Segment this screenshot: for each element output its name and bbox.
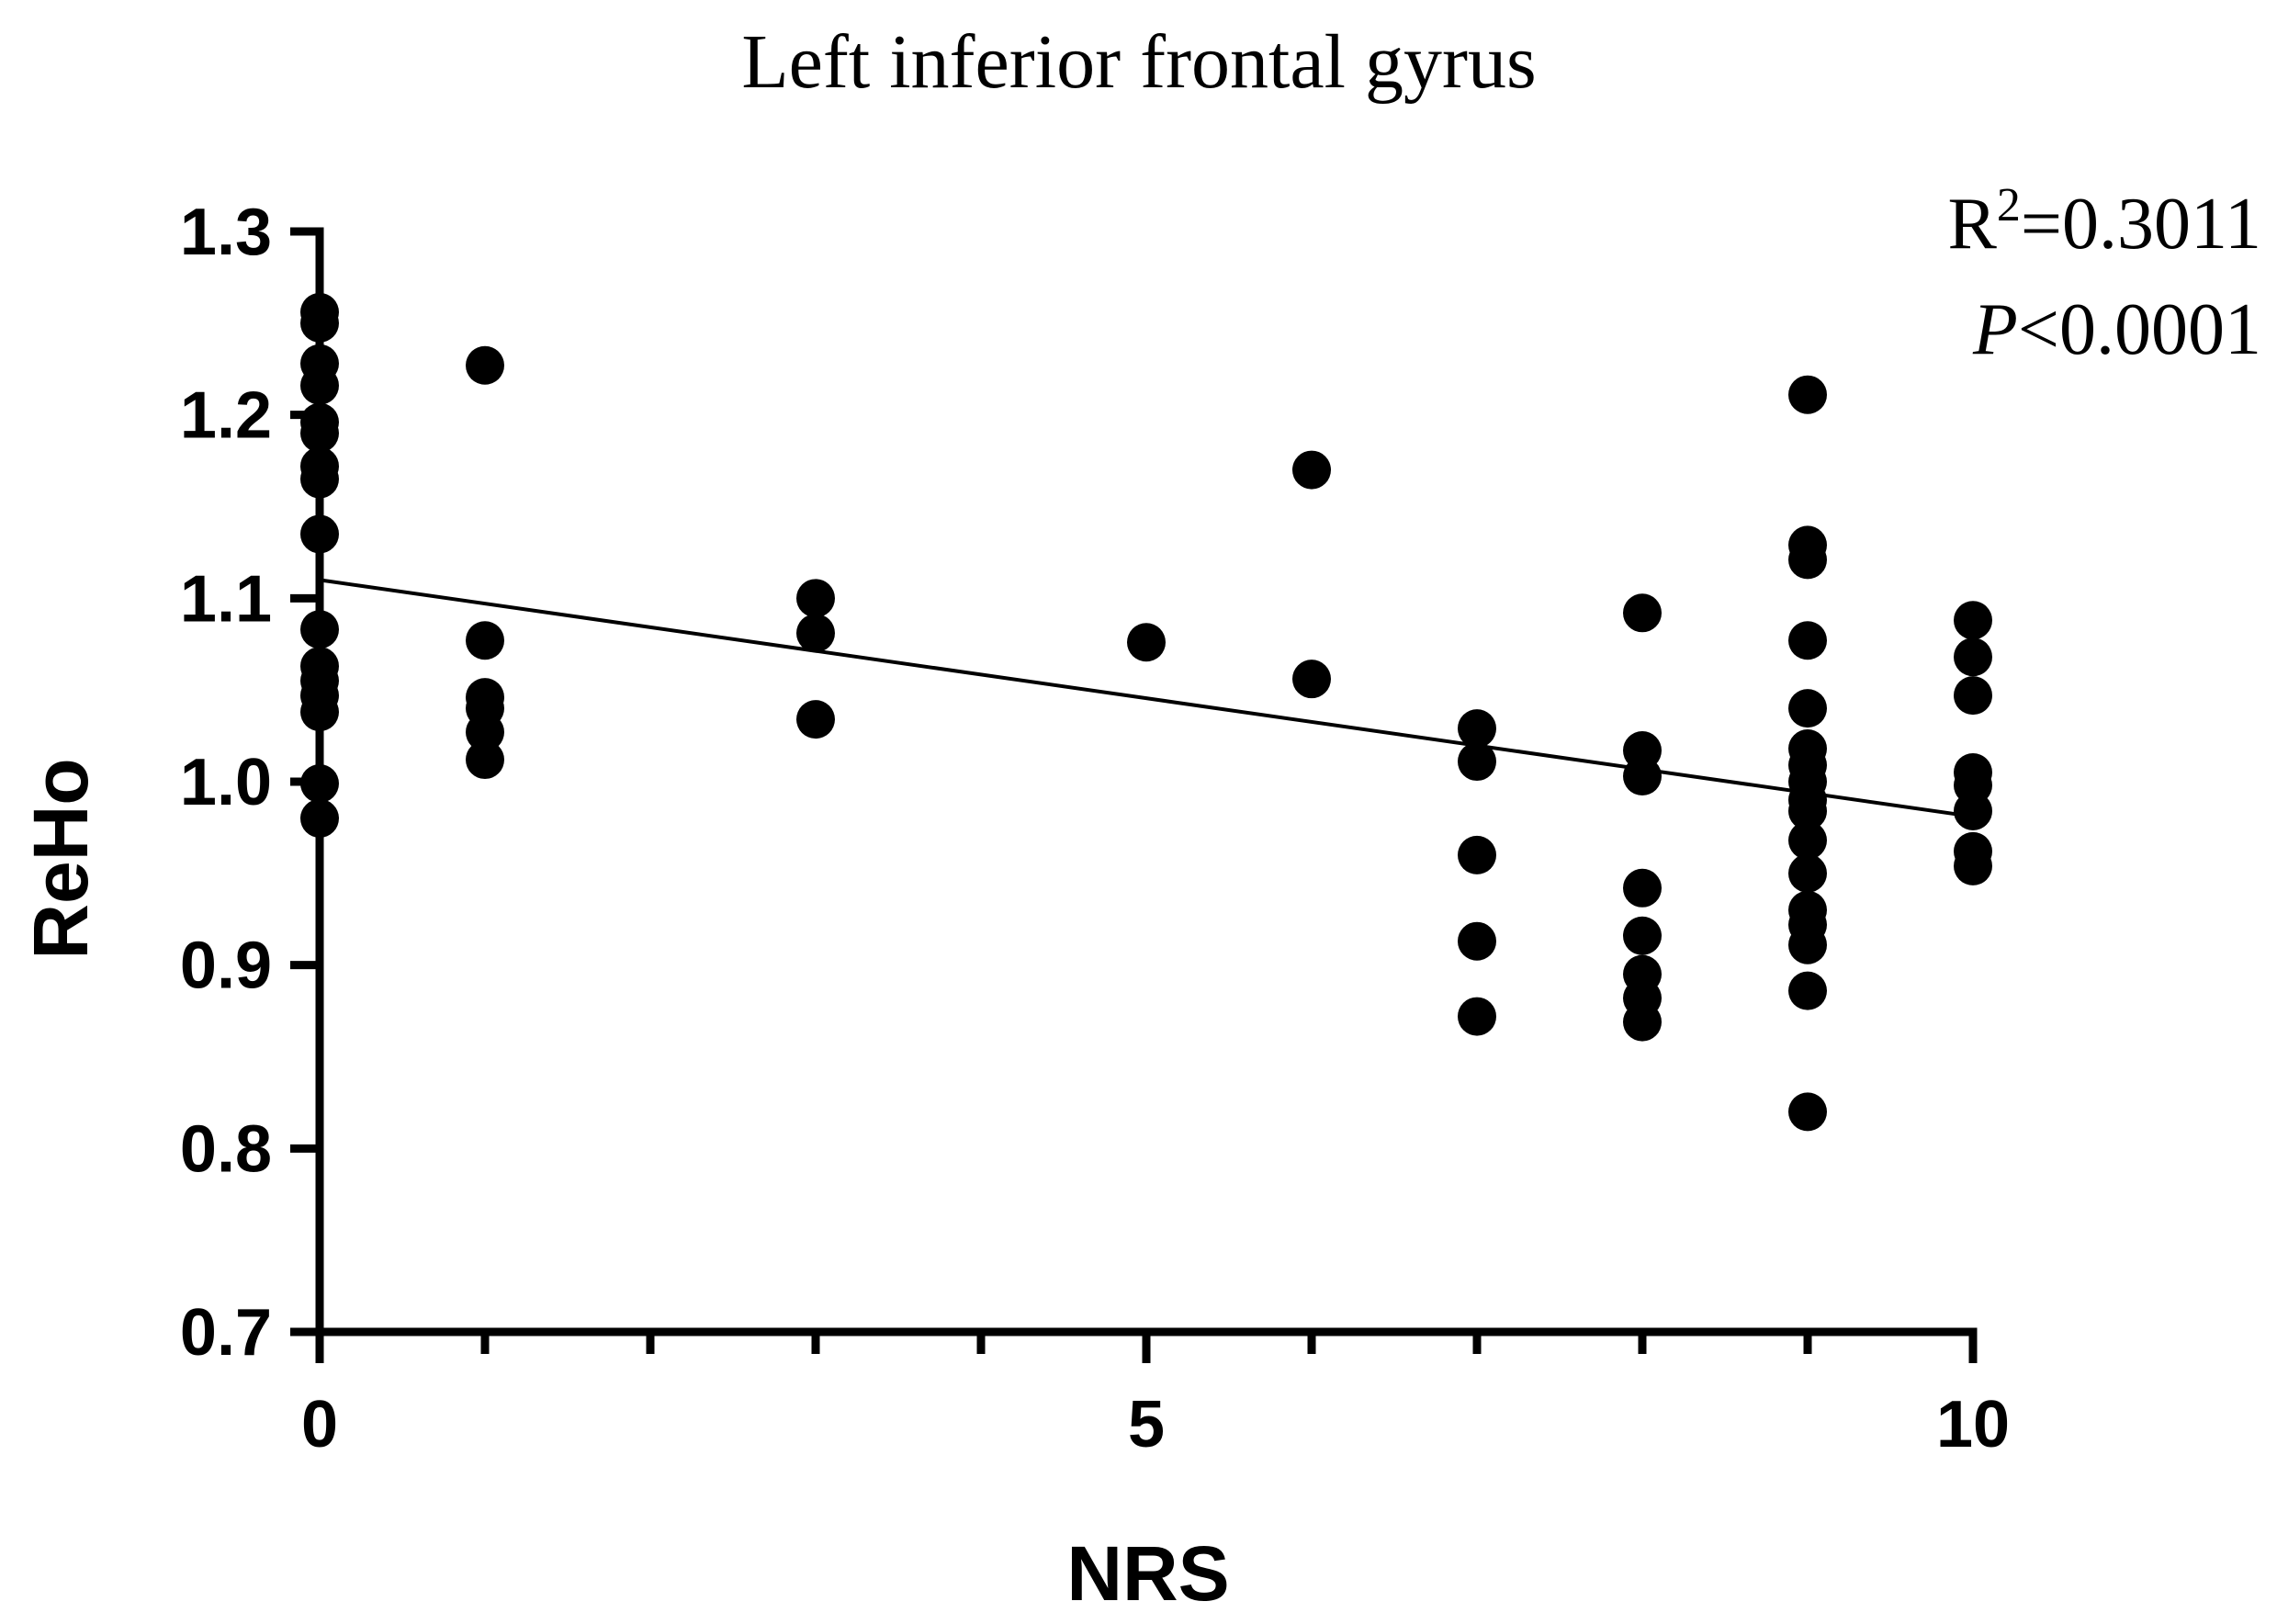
data-point: [1623, 593, 1662, 633]
data-point: [796, 700, 835, 739]
data-point: [796, 614, 835, 653]
data-point: [1623, 1002, 1662, 1042]
x-axis-label: NRS: [1066, 1530, 1229, 1617]
r-squared-value: =0.3011: [2021, 184, 2261, 265]
data-point: [1954, 676, 1992, 716]
data-point: [466, 621, 504, 660]
r-squared-prefix: R: [1947, 184, 1997, 265]
x-tick-label: 0: [301, 1388, 338, 1461]
data-point: [466, 345, 504, 385]
regression-line: [319, 578, 1974, 818]
data-point: [1788, 820, 1827, 860]
data-point: [300, 798, 339, 838]
data-point: [1623, 868, 1662, 908]
y-tick-label: 0.9: [180, 930, 272, 1003]
data-point: [300, 366, 339, 405]
data-point: [1954, 791, 1992, 830]
data-point: [300, 693, 339, 732]
data-point: [1127, 623, 1166, 662]
data-point: [1458, 709, 1496, 749]
y-tick-label: 1.3: [180, 196, 272, 269]
data-point: [1458, 835, 1496, 874]
data-points: [300, 292, 1992, 1132]
p-value: <0.0001: [2018, 289, 2261, 370]
data-point: [1623, 757, 1662, 796]
data-point: [1954, 637, 1992, 677]
data-point: [1458, 921, 1496, 961]
y-tick-label: 1.1: [180, 562, 272, 636]
data-point: [1623, 916, 1662, 955]
data-point: [300, 459, 339, 499]
data-point: [1788, 1092, 1827, 1132]
data-point: [1788, 791, 1827, 830]
data-point: [1954, 601, 1992, 640]
data-point: [1788, 540, 1827, 580]
chart-title: Left inferior frontal gyrus: [741, 19, 1536, 105]
data-point: [300, 514, 339, 554]
data-point: [1458, 742, 1496, 782]
data-point: [300, 610, 339, 649]
data-point: [466, 740, 504, 780]
y-tick-label: 1.2: [180, 379, 272, 453]
data-point: [1788, 853, 1827, 893]
data-point: [1788, 925, 1827, 964]
regression-line-group: [319, 578, 1974, 818]
data-point: [300, 303, 339, 343]
y-tick-label: 0.8: [180, 1112, 272, 1186]
data-point: [1788, 375, 1827, 414]
x-tick-label: 5: [1128, 1388, 1165, 1461]
data-point: [466, 713, 504, 752]
p-symbol: P: [1972, 289, 2018, 370]
data-point: [1458, 997, 1496, 1036]
data-point: [1954, 846, 1992, 885]
data-point: [1788, 689, 1827, 728]
data-point: [796, 579, 835, 618]
data-point: [1292, 660, 1331, 699]
data-point: [300, 413, 339, 453]
p-value-annotation: P<0.0001: [1972, 289, 2261, 370]
data-point: [1788, 621, 1827, 660]
y-tick-label: 0.7: [180, 1296, 272, 1370]
data-point: [1788, 971, 1827, 1010]
data-point: [1292, 450, 1331, 490]
y-axis-label: ReHo: [17, 758, 104, 959]
axes: 0.7 0.8 0.9 1.0 1.1 1.2 1.3 0 5 10: [180, 196, 2010, 1461]
r-squared-superscript: 2: [1997, 179, 2021, 231]
r-squared-annotation: R2=0.3011: [1947, 179, 2261, 265]
y-tick-label: 1.0: [180, 746, 272, 819]
x-tick-label: 10: [1936, 1388, 2010, 1461]
data-point: [300, 763, 339, 803]
